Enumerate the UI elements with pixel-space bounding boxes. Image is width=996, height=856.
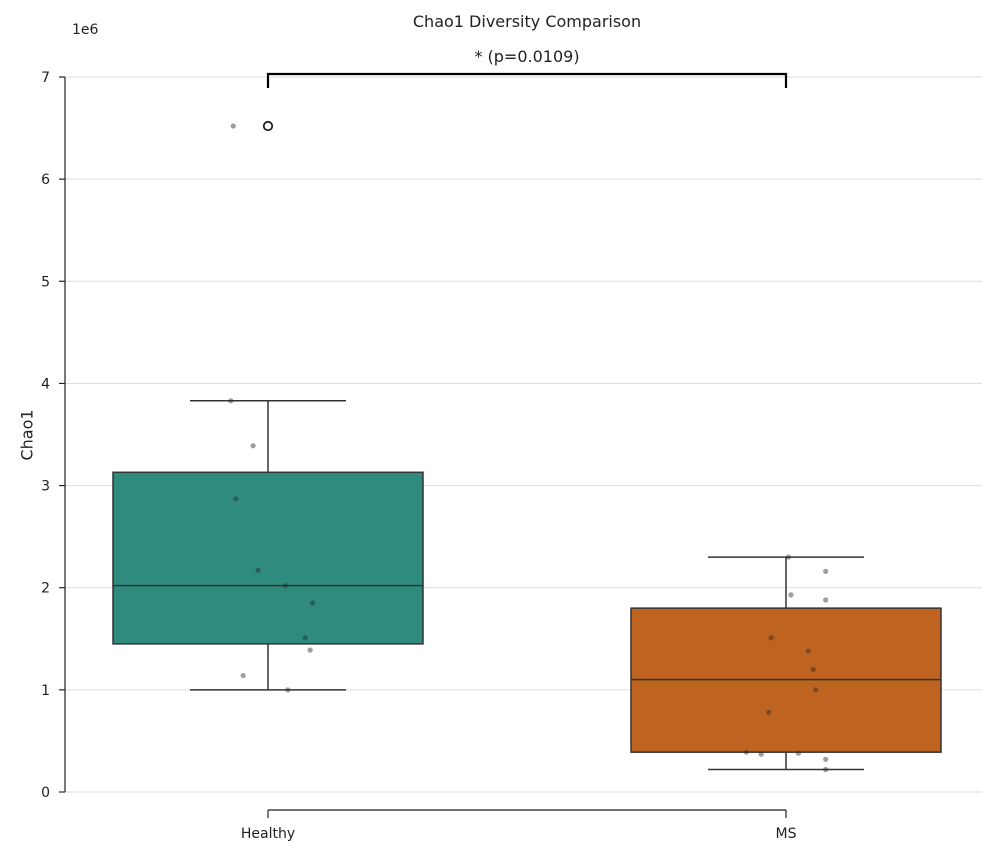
data-point <box>795 750 802 756</box>
data-point <box>788 592 794 598</box>
data-point <box>805 648 811 654</box>
data-point <box>813 687 819 693</box>
data-point <box>230 123 236 129</box>
y-tick-label: 0 <box>41 785 50 801</box>
iqr-box <box>112 471 424 645</box>
data-point <box>302 635 308 641</box>
data-point <box>785 554 792 560</box>
y-tick-label: 7 <box>41 70 50 86</box>
data-point <box>823 568 829 574</box>
data-point <box>310 600 316 606</box>
data-point <box>250 443 256 449</box>
chart-title: Chao1 Diversity Comparison <box>413 12 641 31</box>
data-point <box>228 398 234 404</box>
boxes <box>112 120 942 771</box>
outlier-marker <box>262 120 274 132</box>
y-axis-label: Chao1 <box>18 409 37 460</box>
y-ticks: 0 1 2 3 4 5 6 7 <box>41 70 65 801</box>
axes-layer <box>64 77 787 818</box>
significance-label: * (p=0.0109) <box>474 47 579 66</box>
data-point <box>766 709 772 715</box>
significance-annotation: * (p=0.0109) <box>266 47 788 88</box>
significance-bracket <box>266 72 788 88</box>
y-scale-label: 1e6 <box>72 22 99 38</box>
data-point <box>285 687 291 693</box>
data-point <box>758 751 764 757</box>
y-tick-label: 2 <box>41 581 50 597</box>
y-tick-label: 4 <box>41 376 50 392</box>
data-point <box>233 496 239 502</box>
data-point <box>282 583 288 589</box>
box-healthy <box>112 120 424 691</box>
y-tick-label: 5 <box>41 274 50 290</box>
data-point <box>768 635 774 641</box>
box-ms <box>630 556 942 771</box>
data-point <box>823 597 829 603</box>
data-point <box>240 672 246 679</box>
data-point <box>255 567 261 573</box>
data-point <box>823 756 829 762</box>
points <box>228 123 829 773</box>
x-tick-label: MS <box>776 826 797 842</box>
y-tick-label: 1 <box>41 683 50 699</box>
data-point <box>823 766 829 773</box>
y-tick-label: 3 <box>41 479 50 495</box>
data-point <box>307 647 313 653</box>
data-point <box>743 749 749 755</box>
x-tick-label: Healthy <box>241 826 295 842</box>
data-point <box>810 666 816 673</box>
y-tick-label: 6 <box>41 172 50 188</box>
x-ticks: Healthy MS <box>241 826 797 842</box>
